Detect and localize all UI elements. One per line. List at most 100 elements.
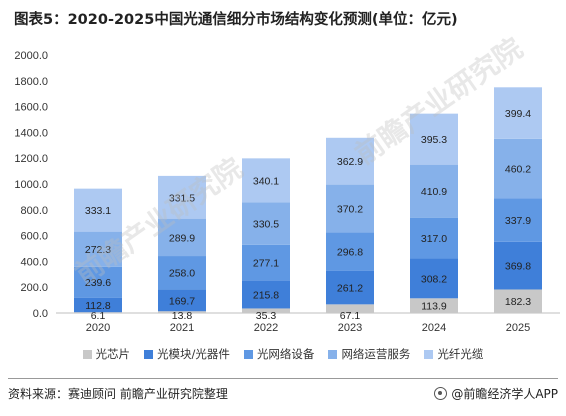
bar-segment xyxy=(326,304,374,313)
x-tick-label: 2020 xyxy=(86,322,110,334)
bar-segment xyxy=(242,280,290,309)
bar-segment xyxy=(74,297,122,313)
bar-segment xyxy=(242,308,290,313)
bar-segment xyxy=(410,164,458,218)
y-tick-label: 1600.0 xyxy=(14,102,48,114)
brand-text: @前瞻经济学人APP xyxy=(451,387,558,401)
data-label: 362.9 xyxy=(337,156,363,168)
data-label: 337.9 xyxy=(505,215,531,227)
bar-segment xyxy=(494,289,542,313)
bar-segment xyxy=(242,244,290,281)
chart-legend: 光芯片 光模块/光器件 光网络设备 网络运营服务 光纤光缆 xyxy=(0,346,566,362)
data-label: 239.6 xyxy=(85,277,111,289)
bar-segment xyxy=(326,137,374,185)
bar-segment xyxy=(74,188,122,232)
legend-item: 光纤光缆 xyxy=(424,346,483,362)
footer-divider xyxy=(8,378,558,379)
legend-swatch xyxy=(328,349,338,359)
y-tick-label: 0.0 xyxy=(33,308,48,320)
x-tick-label: 2023 xyxy=(338,322,362,334)
x-tick-label: 2021 xyxy=(170,322,194,334)
data-label: 395.3 xyxy=(421,134,447,146)
bar-segment xyxy=(74,266,122,298)
bar-segment xyxy=(410,298,458,313)
legend-swatch xyxy=(144,349,154,359)
legend-swatch xyxy=(424,349,434,359)
data-label: 330.5 xyxy=(253,219,279,231)
data-label: 340.1 xyxy=(253,175,279,187)
data-label: 410.9 xyxy=(421,186,447,198)
data-label: 317.0 xyxy=(421,233,447,245)
data-label: 13.8 xyxy=(172,310,193,322)
y-tick-label: 1000.0 xyxy=(14,179,48,191)
legend-swatch xyxy=(82,349,92,359)
data-label: 112.8 xyxy=(85,300,111,312)
y-tick-label: 200.0 xyxy=(20,282,48,294)
y-tick-label: 1800.0 xyxy=(14,76,48,88)
x-tick-label: 2025 xyxy=(506,322,530,334)
bar-segment xyxy=(494,241,542,290)
bar-segment xyxy=(326,184,374,233)
legend-item: 光模块/光器件 xyxy=(144,346,230,362)
chart-title: 图表5：2020-2025中国光通信细分市场结构变化预测(单位：亿元) xyxy=(14,12,458,28)
data-label: 67.1 xyxy=(340,310,361,322)
legend-item: 光网络设备 xyxy=(243,346,315,362)
bar-segment xyxy=(158,175,206,219)
y-tick-label: 1400.0 xyxy=(14,127,48,139)
legend-label: 光模块/光器件 xyxy=(157,347,230,361)
y-tick-label: 1200.0 xyxy=(14,153,48,165)
y-tick-label: 800.0 xyxy=(20,205,48,217)
bar-segment xyxy=(158,289,206,312)
x-tick-label: 2024 xyxy=(422,322,446,334)
y-tick-label: 400.0 xyxy=(20,256,48,268)
data-label: 261.2 xyxy=(337,282,363,294)
bar-segment xyxy=(158,256,206,290)
bar-segment xyxy=(326,270,374,305)
bar-segment xyxy=(242,202,290,245)
legend-label: 光纤光缆 xyxy=(437,347,484,361)
data-label: 113.9 xyxy=(421,301,447,313)
data-label: 182.3 xyxy=(505,296,531,308)
y-tick-label: 600.0 xyxy=(20,231,48,243)
data-label: 289.9 xyxy=(169,232,195,244)
bar-segment xyxy=(410,113,458,165)
data-label: 258.0 xyxy=(169,268,195,280)
brand-credit: @前瞻经济学人APP xyxy=(434,385,558,402)
bar-segment xyxy=(410,217,458,259)
data-label: 399.4 xyxy=(505,108,531,120)
legend-item: 光芯片 xyxy=(82,346,131,362)
bar-segment xyxy=(326,232,374,271)
data-label: 460.2 xyxy=(505,164,531,176)
bar-segment xyxy=(158,218,206,257)
bar-segment xyxy=(74,231,122,267)
data-label: 277.1 xyxy=(253,258,279,270)
bar-segment xyxy=(158,311,206,313)
data-label: 215.8 xyxy=(253,290,279,302)
data-label: 370.2 xyxy=(337,203,363,215)
bar-segment xyxy=(410,258,458,299)
x-tick-label: 2022 xyxy=(254,322,278,334)
data-label: 369.8 xyxy=(505,261,531,273)
bar-segment xyxy=(74,312,122,313)
source-note: 资料来源：赛迪顾问 前瞻产业研究院整理 xyxy=(8,387,228,401)
data-label: 333.1 xyxy=(85,205,111,217)
bar-segment xyxy=(494,198,542,242)
data-label: 35.3 xyxy=(256,310,277,322)
data-label: 6.1 xyxy=(91,310,106,322)
bar-segment xyxy=(494,138,542,199)
legend-label: 光网络设备 xyxy=(256,347,315,361)
legend-item: 网络运营服务 xyxy=(328,346,410,362)
bar-segment xyxy=(242,158,290,203)
data-label: 308.2 xyxy=(421,273,447,285)
data-label: 272.3 xyxy=(85,244,111,256)
bar-segment xyxy=(494,87,542,139)
brand-logo-icon xyxy=(434,387,448,400)
y-tick-label: 2000.0 xyxy=(14,50,48,62)
data-label: 296.8 xyxy=(337,247,363,259)
legend-swatch xyxy=(243,349,253,359)
legend-label: 网络运营服务 xyxy=(341,347,411,361)
legend-label: 光芯片 xyxy=(95,347,131,361)
data-label: 169.7 xyxy=(169,295,195,307)
data-label: 331.5 xyxy=(169,192,195,204)
